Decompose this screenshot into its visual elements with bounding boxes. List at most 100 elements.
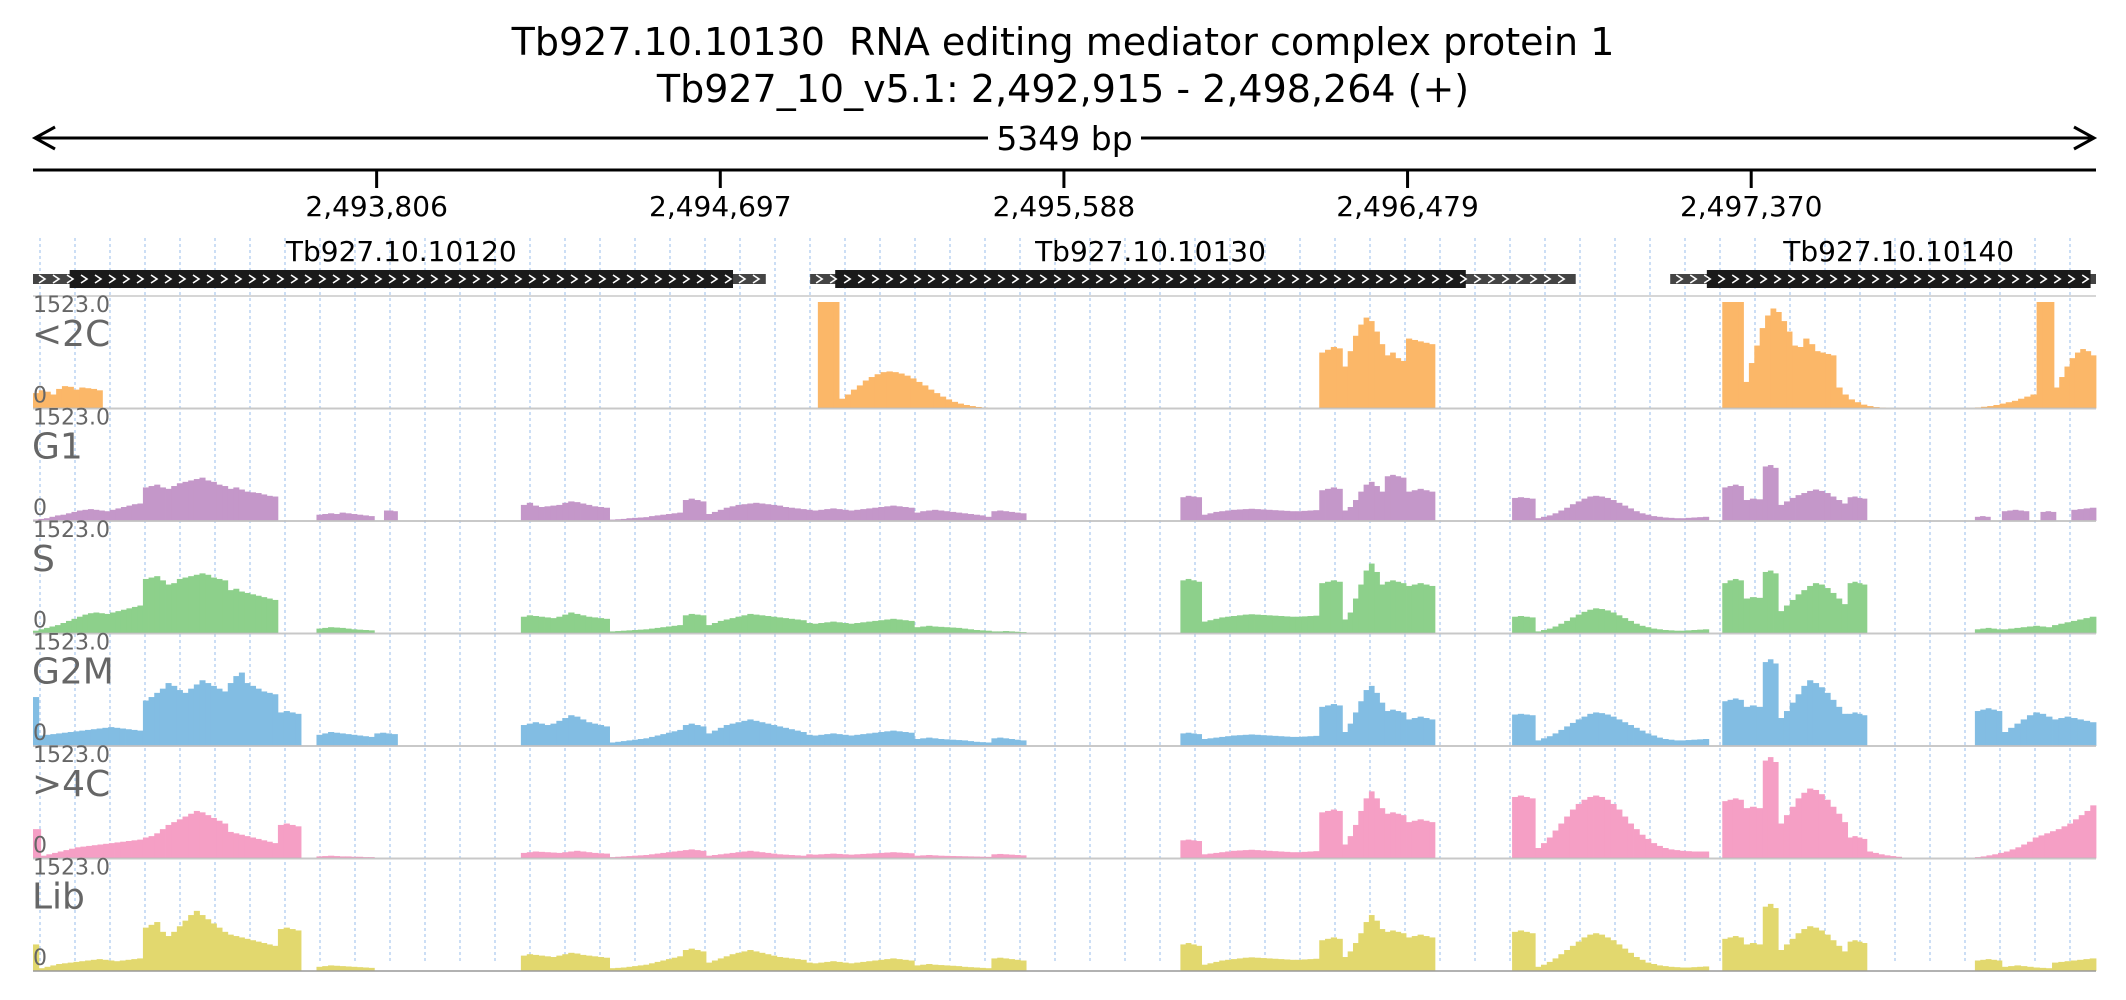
coverage-bar bbox=[1319, 940, 1326, 971]
strand-arrow bbox=[682, 274, 691, 284]
coverage-bar bbox=[2052, 719, 2059, 746]
coverage-bar bbox=[878, 620, 885, 634]
coverage-bar bbox=[1691, 851, 1698, 859]
strand-arrow bbox=[1885, 274, 1894, 284]
coverage-bar bbox=[1390, 352, 1396, 409]
coverage-bar bbox=[1191, 496, 1197, 521]
coverage-bar bbox=[747, 950, 754, 971]
coverage-bar bbox=[1773, 467, 1779, 521]
coverage-bar bbox=[632, 630, 639, 634]
coverage-bar bbox=[609, 742, 616, 746]
coverage-bar bbox=[1541, 630, 1548, 634]
coverage-bar bbox=[926, 964, 933, 971]
coverage-bar bbox=[955, 966, 963, 971]
coverage-bar bbox=[1368, 791, 1375, 859]
coverage-bar bbox=[550, 618, 557, 634]
strand-arrow bbox=[857, 274, 866, 284]
coverage-bar bbox=[222, 691, 229, 746]
coverage-bar bbox=[836, 734, 843, 746]
coverage-bar bbox=[210, 923, 217, 971]
coverage-bar bbox=[154, 833, 161, 859]
coverage-bar bbox=[1575, 501, 1582, 521]
coverage-bar bbox=[154, 692, 161, 746]
coverage-bar bbox=[176, 819, 183, 859]
coverage-bar bbox=[2070, 960, 2078, 971]
coverage-bar bbox=[1347, 723, 1354, 746]
coverage-bar bbox=[1862, 715, 1868, 746]
coverage-bar bbox=[1278, 616, 1285, 634]
coverage-bar bbox=[1336, 488, 1343, 521]
coverage-bar bbox=[1593, 933, 1600, 971]
coverage-bar bbox=[1824, 493, 1831, 521]
coverage-bar bbox=[932, 509, 939, 521]
coverage-bar bbox=[1417, 934, 1424, 971]
coverage-bar bbox=[333, 514, 341, 521]
coverage-bar bbox=[1743, 598, 1751, 634]
coverage-bar bbox=[568, 952, 575, 971]
coverage-bar bbox=[1242, 734, 1250, 746]
coverage-track: 1523.00>4C bbox=[32, 743, 2097, 860]
coverage-bar bbox=[1809, 344, 1816, 409]
coverage-bar bbox=[33, 630, 39, 634]
coverage-bar bbox=[182, 920, 189, 971]
coverage-bar bbox=[1598, 713, 1606, 746]
tick-label: 2,494,697 bbox=[649, 190, 792, 223]
coverage-bar bbox=[824, 734, 831, 746]
coverage-bar bbox=[961, 740, 969, 746]
coverage-bar bbox=[637, 855, 644, 859]
coverage-bar bbox=[1307, 851, 1314, 859]
coverage-bar bbox=[520, 616, 528, 634]
strand-arrow bbox=[1955, 274, 1964, 284]
coverage-bar bbox=[171, 931, 178, 971]
coverage-bar bbox=[544, 506, 551, 521]
coverage-bar bbox=[1342, 957, 1349, 971]
coverage-bar bbox=[1738, 302, 1744, 409]
strand-arrow bbox=[1389, 274, 1398, 284]
coverage-bar bbox=[1342, 732, 1349, 746]
coverage-bar bbox=[227, 488, 234, 521]
coverage-bar bbox=[1991, 709, 1997, 746]
coverage-bar bbox=[2077, 959, 2084, 971]
coverage-bar bbox=[1656, 845, 1663, 859]
coverage-bar bbox=[43, 627, 50, 634]
coverage-bar bbox=[351, 514, 358, 521]
coverage-bar bbox=[682, 850, 690, 859]
coverage-bar bbox=[700, 615, 707, 634]
coverage-bar bbox=[585, 852, 593, 859]
gene-label: Tb927.10.10130 bbox=[1034, 235, 1266, 268]
coverage-bar bbox=[526, 723, 534, 746]
track-name: G2M bbox=[32, 652, 114, 693]
coverage-bar bbox=[1517, 795, 1525, 859]
coverage-bar bbox=[1598, 609, 1606, 634]
coverage-bar bbox=[764, 954, 772, 971]
coverage-bar bbox=[2044, 833, 2051, 859]
coverage-bar bbox=[1512, 931, 1519, 971]
coverage-bar bbox=[1812, 489, 1820, 521]
coverage-bar bbox=[1852, 581, 1858, 634]
coverage-bar bbox=[73, 961, 80, 971]
coverage-bar bbox=[1196, 945, 1203, 971]
coverage-bar bbox=[1368, 563, 1375, 634]
ruler-layer: 5349 bp2,493,806 2,494,697 2,495,588 2,496,… bbox=[31, 118, 2098, 223]
coverage-bar bbox=[1722, 487, 1728, 521]
coverage-bar bbox=[1374, 486, 1380, 521]
coverage-bar bbox=[1231, 616, 1238, 634]
strand-arrow bbox=[1997, 274, 2006, 284]
coverage-bar bbox=[216, 820, 223, 859]
coverage-bar bbox=[1374, 692, 1380, 746]
coverage-track: 1523.00<2C bbox=[32, 293, 2097, 410]
coverage-bar bbox=[961, 966, 969, 971]
coverage-bar bbox=[842, 734, 849, 746]
coverage-bar bbox=[1807, 680, 1814, 746]
coverage-bar bbox=[137, 605, 144, 634]
coverage-bar bbox=[991, 511, 998, 521]
coverage-bar bbox=[1767, 659, 1774, 746]
coverage-bar bbox=[1824, 588, 1831, 634]
coverage-bar bbox=[626, 740, 633, 746]
coverage-bar bbox=[1248, 734, 1255, 746]
coverage-bar bbox=[574, 716, 581, 746]
coverage-bar bbox=[1400, 815, 1407, 859]
coverage-bar bbox=[2008, 628, 2015, 634]
coverage-bar bbox=[1231, 959, 1238, 971]
coverage-bar bbox=[255, 688, 262, 746]
